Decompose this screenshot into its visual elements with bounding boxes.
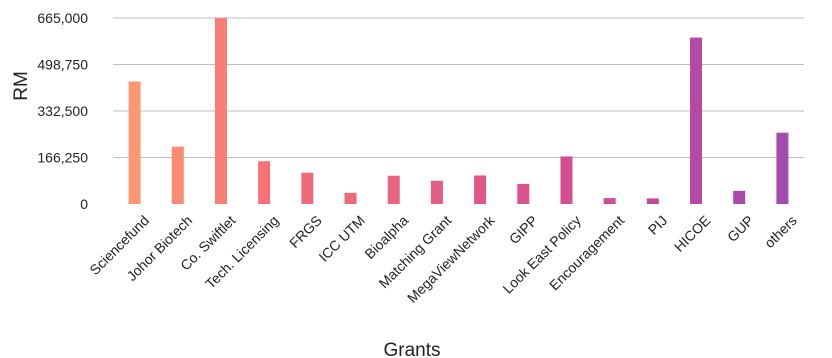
y-tick-label: 166,250: [37, 150, 88, 166]
bar: [128, 81, 141, 204]
bar: [430, 180, 443, 204]
x-tick-label: PIJ: [645, 212, 671, 238]
bar: [258, 161, 271, 204]
bar: [646, 198, 659, 204]
y-axis-title: RM: [11, 71, 32, 101]
x-tick-label: ICC UTM: [315, 212, 368, 265]
x-tick-label: FRGS: [286, 212, 325, 251]
x-tick-label: Look East Policy: [499, 212, 583, 296]
x-axis-title: Grants: [383, 340, 440, 358]
x-tick-label: HICOE: [671, 212, 714, 255]
y-tick-label: 332,500: [37, 103, 88, 119]
bars: [128, 18, 789, 204]
bar: [214, 18, 227, 204]
bar: [690, 37, 703, 204]
y-tick-label: 665,000: [37, 10, 88, 26]
bar: [560, 156, 573, 204]
bar: [344, 192, 357, 204]
y-tick-label: 498,750: [37, 57, 88, 73]
x-tick-label: Encouragement: [546, 212, 627, 293]
bar: [474, 175, 487, 204]
x-tick-label: others: [761, 212, 800, 251]
gridlines: [113, 17, 804, 158]
y-tick-label: 0: [80, 196, 88, 212]
bar: [387, 175, 400, 204]
bar: [603, 198, 616, 204]
y-axis-ticks: 0 166,250 332,500 498,750 665,000: [37, 10, 88, 212]
bar: [301, 172, 314, 204]
x-tick-label: GUP: [724, 212, 757, 245]
bar: [776, 132, 789, 204]
bar: [517, 183, 530, 204]
bar: [171, 146, 184, 204]
x-tick-label: GIPP: [506, 212, 541, 247]
bar: [733, 190, 746, 204]
